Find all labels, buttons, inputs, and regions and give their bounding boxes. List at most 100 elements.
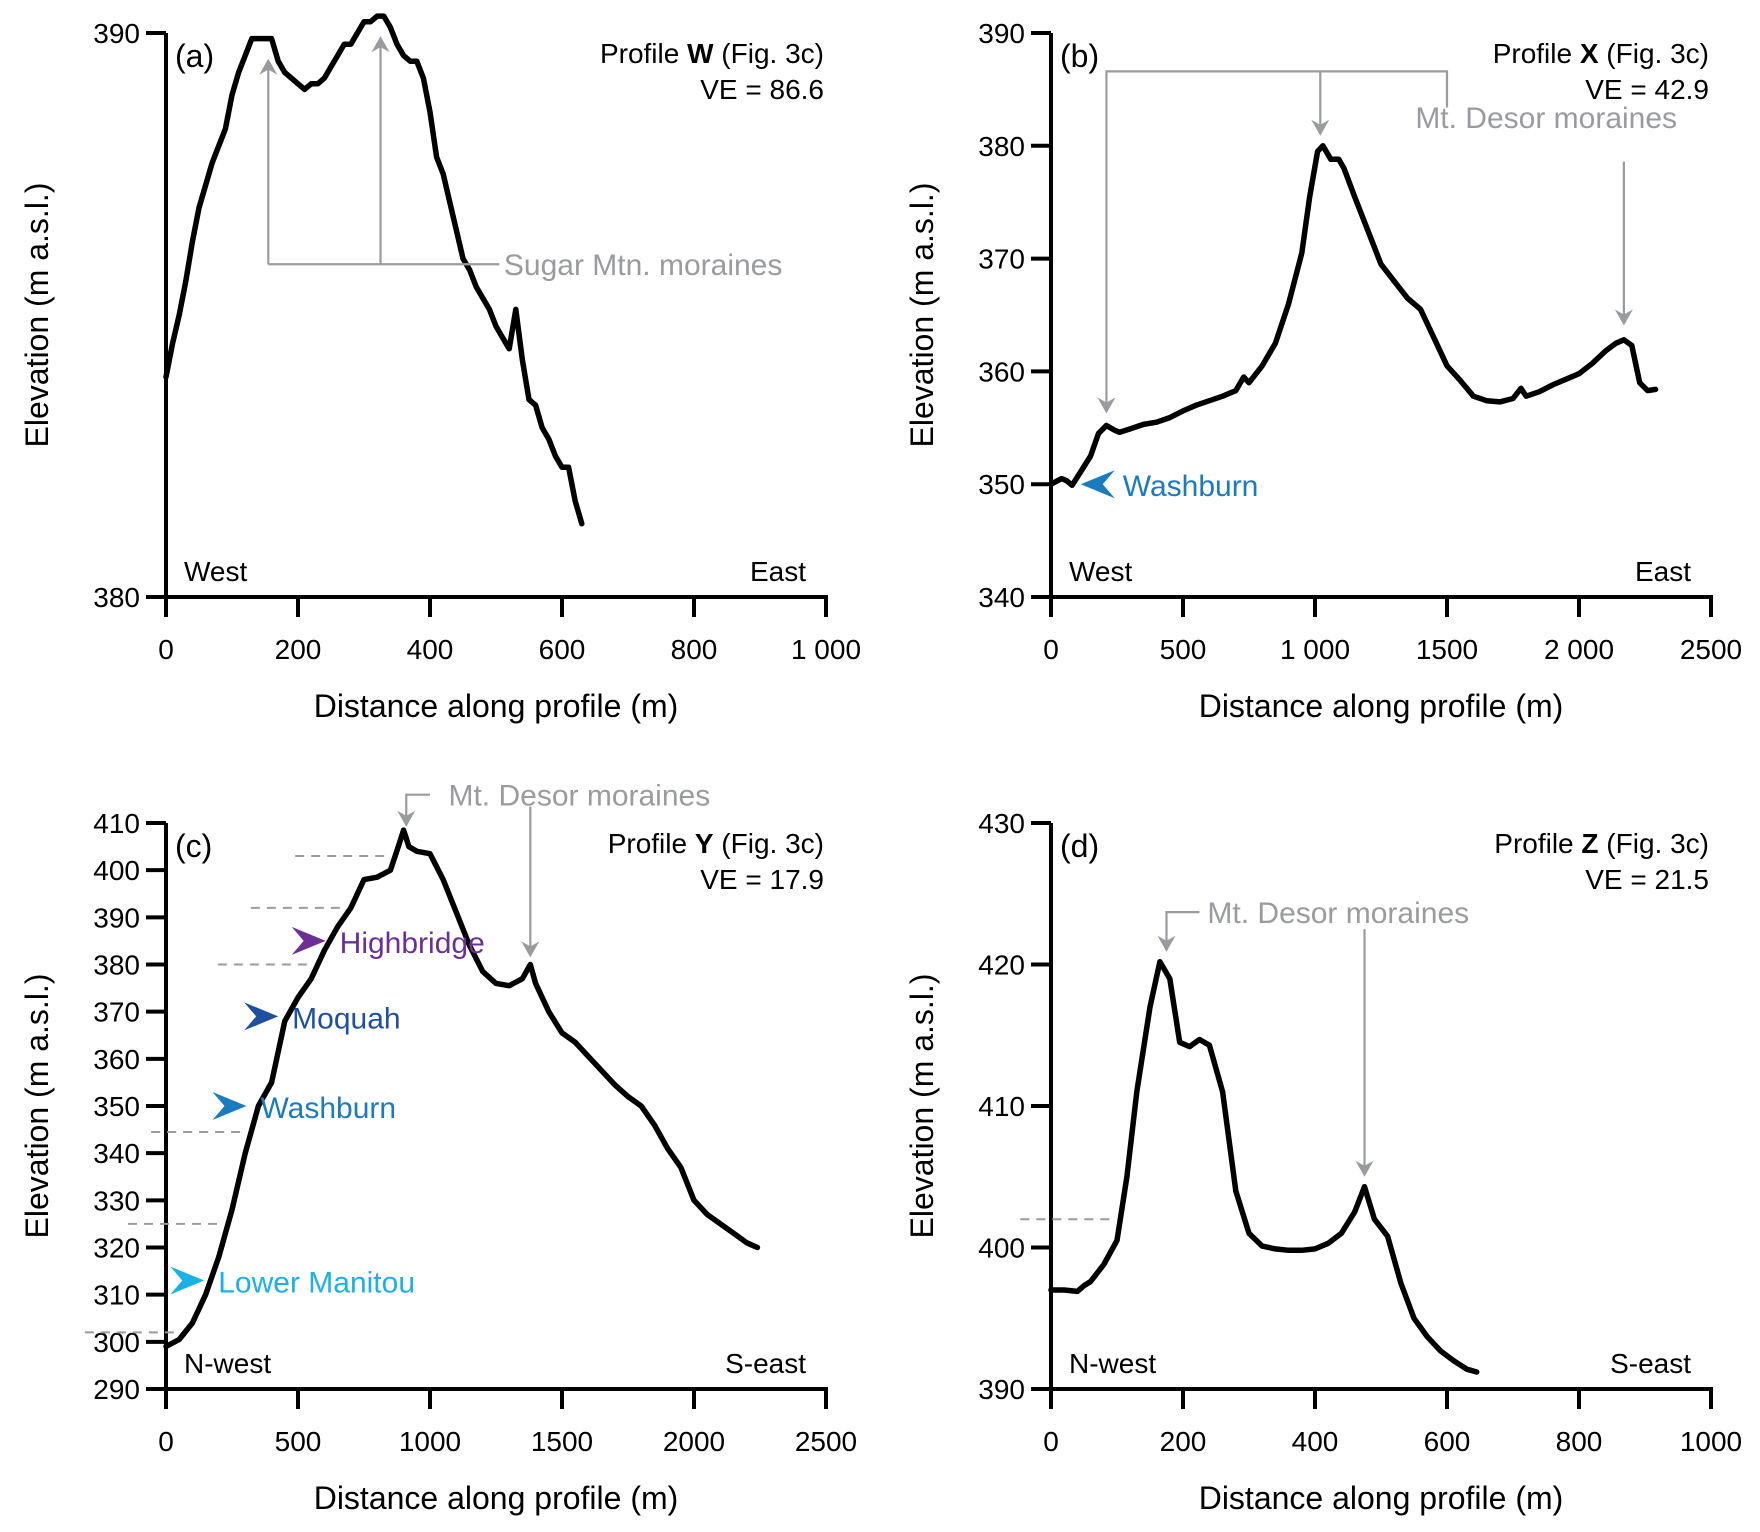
x-tick-label: 200 — [1160, 1426, 1207, 1457]
x-tick-label: 1 000 — [791, 634, 861, 665]
y-tick-label: 380 — [978, 131, 1025, 162]
x-tick-label: 600 — [1424, 1426, 1471, 1457]
y-tick-label: 380 — [93, 582, 140, 613]
y-axis-label: Elevation (m a.s.l.) — [19, 183, 55, 448]
y-tick-label: 320 — [93, 1233, 140, 1264]
y-tick-label: 290 — [93, 1374, 140, 1405]
lake-level-label: Highbridge — [340, 927, 485, 960]
y-tick-label: 390 — [93, 18, 140, 49]
profile-title-suffix: (Fig. 3c) — [714, 38, 824, 69]
panel-letter: (b) — [1060, 38, 1099, 74]
x-tick-label: 400 — [1292, 1426, 1339, 1457]
profile-line — [1048, 958, 1480, 1375]
y-tick-label: 410 — [978, 1091, 1025, 1122]
annotation-arrowhead-icon — [1311, 119, 1330, 136]
profile-title-suffix: (Fig. 3c) — [1599, 828, 1709, 859]
direction-right-label: East — [750, 556, 806, 587]
vertical-exaggeration-label: VE = 21.5 — [1585, 864, 1709, 895]
moraine-annotation: Mt. Desor moraines — [1157, 897, 1469, 1177]
y-tick-label: 370 — [93, 997, 140, 1028]
x-tick-label: 2500 — [795, 1426, 857, 1457]
y-tick-label: 360 — [978, 356, 1025, 387]
left-pointer-icon — [1080, 470, 1115, 499]
panel-c-profile-y: 2903003103203303403503603703803904004100… — [19, 780, 857, 1516]
x-axis-label: Distance along profile (m) — [1199, 1480, 1564, 1516]
lake-level-marker: Highbridge — [291, 926, 485, 960]
profile-line — [163, 13, 585, 527]
y-tick-label: 310 — [93, 1280, 140, 1311]
x-tick-label: 1000 — [1680, 1426, 1742, 1457]
y-tick-label: 410 — [93, 808, 140, 839]
panel-letter: (c) — [175, 828, 212, 864]
vertical-exaggeration-label: VE = 86.6 — [700, 74, 824, 105]
lake-level-label: Washburn — [1123, 470, 1259, 503]
x-tick-label: 1000 — [399, 1426, 461, 1457]
y-tick-label: 340 — [978, 582, 1025, 613]
panel-b-profile-x: 340 350 360 370 380 390 0 500 1 000 1500 2 000 2500… — [904, 18, 1742, 724]
y-tick-label: 340 — [93, 1138, 140, 1169]
profile-title: Profile Z (Fig. 3c) — [1494, 828, 1709, 859]
x-tick-label: 600 — [539, 634, 586, 665]
x-axis-label: Distance along profile (m) — [1199, 688, 1564, 724]
annotation-arrowhead-icon — [371, 36, 390, 53]
annotation-leader-line — [1105, 70, 1449, 412]
x-tick-label: 2000 — [663, 1426, 725, 1457]
y-tick-label: 420 — [978, 950, 1025, 981]
y-tick-label: 390 — [93, 902, 140, 933]
y-tick-label: 400 — [978, 1233, 1025, 1264]
lake-level-marker: Washburn — [1080, 470, 1259, 503]
panel-a-profile-w: 380 390 0 200 400 600 800 1 000 Distance along p… — [19, 13, 861, 724]
annotation-label: Mt. Desor moraines — [1415, 102, 1677, 135]
vertical-exaggeration-label: VE = 17.9 — [700, 864, 824, 895]
y-tick-label: 370 — [978, 244, 1025, 275]
direction-left-label: N-west — [184, 1348, 271, 1379]
x-tick-label: 500 — [1160, 634, 1207, 665]
profile-line — [163, 827, 761, 1350]
x-tick-label: 400 — [407, 634, 454, 665]
y-tick-label: 400 — [93, 855, 140, 886]
direction-left-label: West — [184, 556, 247, 587]
right-pointer-icon — [244, 1002, 279, 1031]
profile-title-prefix: Profile — [1493, 38, 1580, 69]
x-tick-label: 200 — [275, 634, 322, 665]
panel-d-profile-z: 390 400 410 420 430 0 200 400 600 800 1000 Distance… — [904, 808, 1742, 1516]
y-tick-label: 390 — [978, 1374, 1025, 1405]
profile-title-id: Z — [1581, 828, 1598, 859]
lake-level-label: Moquah — [292, 1002, 400, 1035]
lake-level-marker: Lower Manitou — [170, 1266, 415, 1300]
annotation-arrowhead-icon — [521, 941, 540, 958]
x-tick-label: 0 — [158, 1426, 174, 1457]
profile-title-suffix: (Fig. 3c) — [714, 828, 824, 859]
y-axis-label: Elevation (m a.s.l.) — [19, 974, 55, 1239]
y-tick-label: 330 — [93, 1185, 140, 1216]
x-tick-label: 800 — [1556, 1426, 1603, 1457]
x-tick-label: 1500 — [1416, 634, 1478, 665]
panel-letter: (a) — [175, 38, 214, 74]
y-tick-label: 380 — [93, 950, 140, 981]
profile-title-id: X — [1580, 38, 1599, 69]
x-tick-label: 1 000 — [1280, 634, 1350, 665]
x-axis-label: Distance along profile (m) — [314, 1480, 679, 1516]
lake-level-marker: Moquah — [244, 1002, 401, 1035]
lake-level-label: Washburn — [260, 1092, 396, 1125]
profile-title-prefix: Profile — [1494, 828, 1581, 859]
direction-right-label: S-east — [725, 1348, 806, 1379]
x-tick-label: 1500 — [531, 1426, 593, 1457]
profile-title-suffix: (Fig. 3c) — [1599, 38, 1709, 69]
profile-title: Profile W (Fig. 3c) — [600, 38, 824, 69]
annotation-arrowhead-icon — [397, 810, 416, 827]
y-tick-label: 360 — [93, 1044, 140, 1075]
annotation-label: Mt. Desor moraines — [448, 780, 710, 813]
right-pointer-icon — [170, 1266, 205, 1295]
profile-title-prefix: Profile — [600, 38, 687, 69]
moraine-annotation: Sugar Mtn. moraines — [259, 36, 782, 282]
profile-title-id: W — [687, 38, 714, 69]
annotation-arrowhead-icon — [1355, 1160, 1374, 1177]
annotation-leader-line — [1165, 911, 1200, 951]
annotation-arrowhead-icon — [1614, 309, 1633, 326]
x-tick-label: 2500 — [1680, 634, 1742, 665]
x-axis-label: Distance along profile (m) — [314, 688, 679, 724]
vertical-exaggeration-label: VE = 42.9 — [1585, 74, 1709, 105]
profile-line — [1048, 143, 1659, 489]
